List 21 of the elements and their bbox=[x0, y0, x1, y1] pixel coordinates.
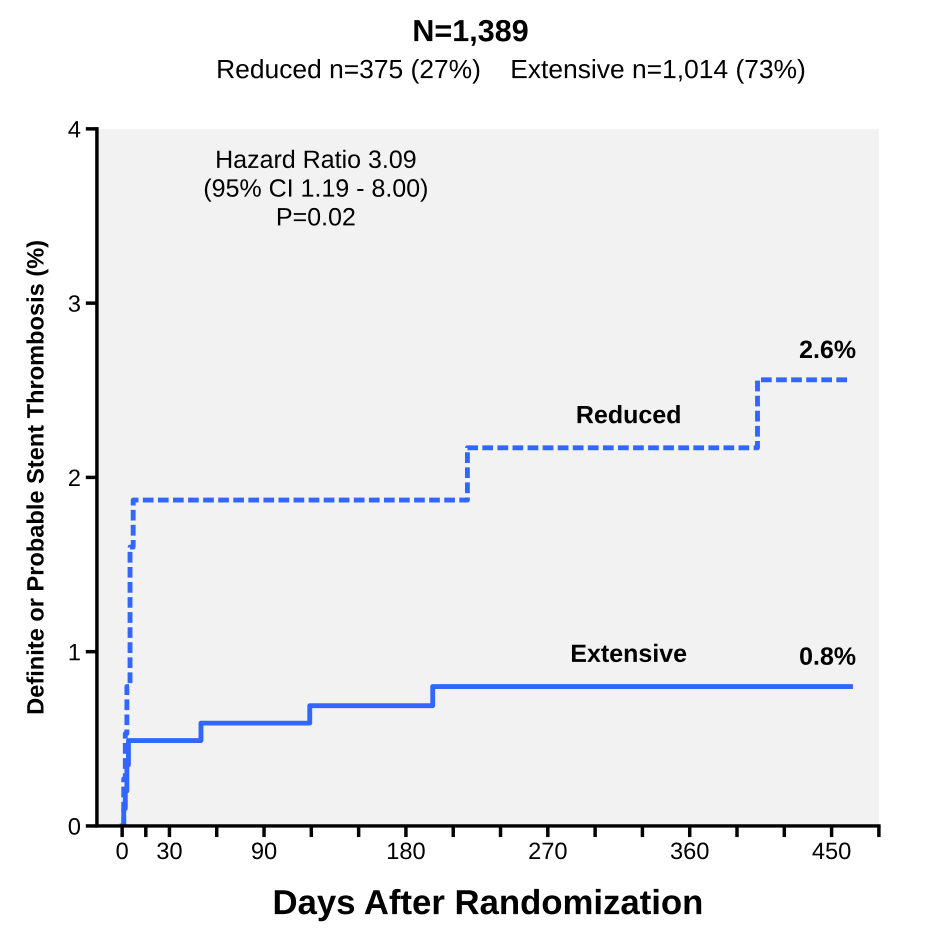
annotation: Hazard Ratio 3.09 (95% CI 1.19 - 8.00) P=0.02 bbox=[204, 150, 427, 226]
x-axis-title: Days After Randomization bbox=[274, 888, 702, 922]
x-tick-label: 0 bbox=[116, 842, 128, 860]
y-tick-label: 3 bbox=[68, 295, 80, 312]
y-tick-label: 2 bbox=[69, 469, 80, 486]
y-tick-label: 0 bbox=[68, 818, 80, 835]
series-label: Extensive bbox=[572, 644, 686, 662]
annotation: 0.8% bbox=[800, 647, 856, 665]
x-tick-label: 180 bbox=[388, 842, 425, 860]
chart-title: N=1,389 bbox=[414, 20, 528, 46]
x-tick-label: 90 bbox=[252, 842, 276, 860]
x-tick-label: 30 bbox=[157, 842, 182, 860]
x-tick-label: 360 bbox=[670, 842, 708, 860]
chart-subtitle: Reduced n=375 (27%) Extensive n=1,014 (73%) bbox=[218, 59, 804, 84]
annotation: 2.6% bbox=[800, 340, 856, 358]
series-label: Reduced bbox=[578, 405, 680, 424]
y-tick-label: 1 bbox=[70, 644, 80, 660]
y-tick-label: 4 bbox=[68, 121, 80, 138]
x-tick-label: 450 bbox=[812, 842, 850, 860]
x-tick-label: 270 bbox=[529, 842, 567, 860]
y-axis-title: Definite or Probable Stent Thrombosis (%) bbox=[26, 241, 48, 714]
